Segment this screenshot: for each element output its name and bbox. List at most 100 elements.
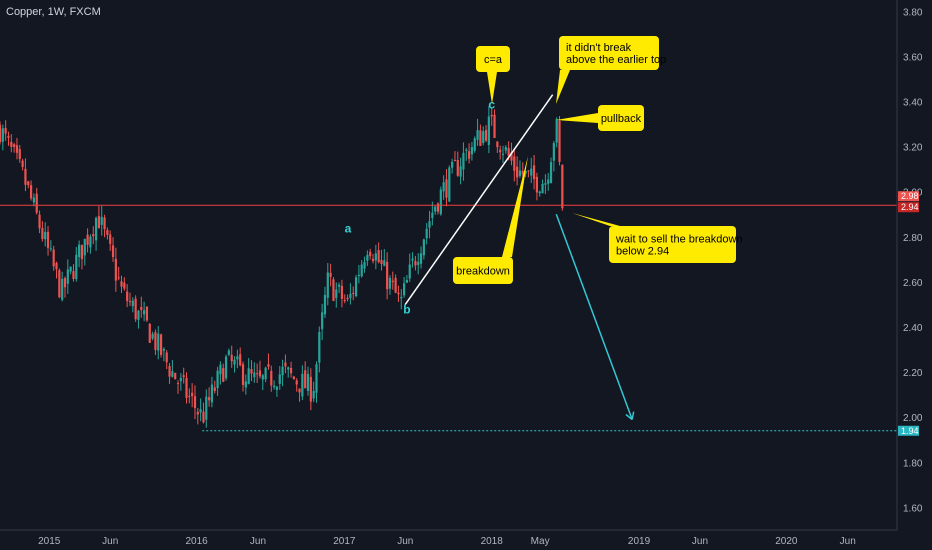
- candle-body: [123, 282, 126, 289]
- candle-body: [114, 258, 117, 281]
- candle-body: [408, 264, 411, 279]
- candle-body: [140, 306, 143, 311]
- candle-body: [561, 164, 564, 209]
- candle-body: [157, 333, 160, 351]
- candle-body: [453, 160, 457, 162]
- candle-body: [63, 278, 67, 288]
- last-price-label: 2.94: [901, 202, 919, 212]
- candle-body: [428, 221, 431, 228]
- candle-body: [264, 367, 267, 380]
- candle-body: [414, 260, 417, 266]
- candle-body: [391, 280, 394, 282]
- candle-body: [490, 114, 493, 117]
- candle-body: [154, 332, 157, 350]
- candle-body: [97, 216, 101, 229]
- candle-body: [312, 390, 315, 399]
- candle-body: [292, 376, 295, 380]
- candle-body: [247, 368, 250, 384]
- candle-body: [35, 193, 38, 213]
- candle-body: [92, 234, 95, 237]
- candle-body: [538, 191, 541, 194]
- candle-body: [0, 124, 2, 143]
- candle-body: [61, 278, 64, 300]
- candle-body: [422, 239, 425, 256]
- callout-pointer: [556, 70, 570, 104]
- callout[interactable]: pullback: [556, 105, 644, 131]
- candle-body: [462, 152, 465, 170]
- callout-pointer: [572, 213, 620, 226]
- time-tick-label: Jun: [250, 536, 266, 547]
- candle-body: [343, 299, 346, 301]
- candle-body: [380, 259, 383, 265]
- candle-body: [86, 234, 89, 245]
- candle-body: [241, 364, 245, 386]
- candle-body: [516, 166, 519, 178]
- candle-body: [436, 203, 440, 212]
- last-price-tag: [898, 191, 919, 202]
- last-price-tag: [898, 202, 919, 213]
- candle-body: [284, 362, 287, 367]
- candle-body: [250, 369, 253, 374]
- candle-body: [417, 261, 420, 265]
- candle-body: [501, 153, 505, 155]
- candle-body: [10, 141, 13, 148]
- candle-body: [504, 147, 507, 151]
- callout[interactable]: c=a: [476, 46, 510, 104]
- candle-body: [227, 350, 230, 355]
- candle-body: [32, 197, 36, 203]
- candle-body: [230, 354, 233, 362]
- price-tick-label: 2.60: [903, 278, 923, 289]
- candle-body: [222, 368, 225, 382]
- price-tick-label: 3.60: [903, 52, 923, 63]
- candle-body: [309, 376, 312, 402]
- candle-body: [134, 298, 137, 320]
- candle-body: [456, 160, 459, 176]
- candle-body: [80, 244, 84, 260]
- callout-text: breakdown: [456, 266, 510, 278]
- candle-body: [261, 375, 264, 380]
- candle-body: [179, 377, 182, 382]
- candle-body: [397, 292, 400, 295]
- candle-body: [425, 228, 428, 239]
- candle-body: [52, 249, 55, 267]
- callout-pointer: [556, 113, 598, 123]
- candle-body: [405, 279, 409, 283]
- candle-body: [256, 373, 259, 375]
- price-axis[interactable]: 3.803.603.403.203.002.802.602.402.202.00…: [896, 0, 923, 530]
- candle-body: [21, 160, 24, 168]
- candle-body: [535, 176, 539, 193]
- time-tick-label: Jun: [397, 536, 413, 547]
- candle-body: [383, 260, 386, 266]
- candle-body: [549, 162, 553, 183]
- time-tick-label: 2019: [628, 536, 651, 547]
- candle-body: [1, 128, 4, 142]
- candle-body: [558, 120, 561, 162]
- candle-body: [448, 167, 451, 202]
- callout[interactable]: breakdown: [453, 156, 528, 284]
- candle-body: [159, 334, 163, 355]
- candle-body: [7, 135, 10, 138]
- candle-body: [400, 296, 403, 299]
- price-tick-label: 3.40: [903, 97, 923, 108]
- target-price-label: 1.94: [901, 426, 919, 436]
- candle-body: [38, 214, 41, 229]
- candle-body: [439, 189, 442, 215]
- candle-body: [442, 182, 445, 192]
- candle-body: [126, 291, 129, 302]
- candle-body: [496, 141, 499, 148]
- time-axis[interactable]: 2015 Jun 2016 Jun 2017 Jun 2018 May 2019 Jun 2020 J…: [0, 529, 897, 547]
- candle-body: [165, 352, 168, 363]
- trendline: [404, 94, 554, 305]
- candle-body: [335, 289, 338, 299]
- candle-body: [465, 149, 468, 151]
- candle-body: [199, 409, 202, 413]
- candle-body: [143, 310, 146, 315]
- price-tick-label: 3.20: [903, 143, 923, 154]
- arrow-head: [625, 413, 633, 421]
- candle-body: [357, 274, 360, 277]
- candle-body: [287, 367, 290, 370]
